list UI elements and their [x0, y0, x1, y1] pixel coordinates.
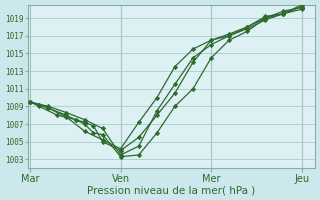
X-axis label: Pression niveau de la mer( hPa ): Pression niveau de la mer( hPa ) — [87, 185, 255, 195]
